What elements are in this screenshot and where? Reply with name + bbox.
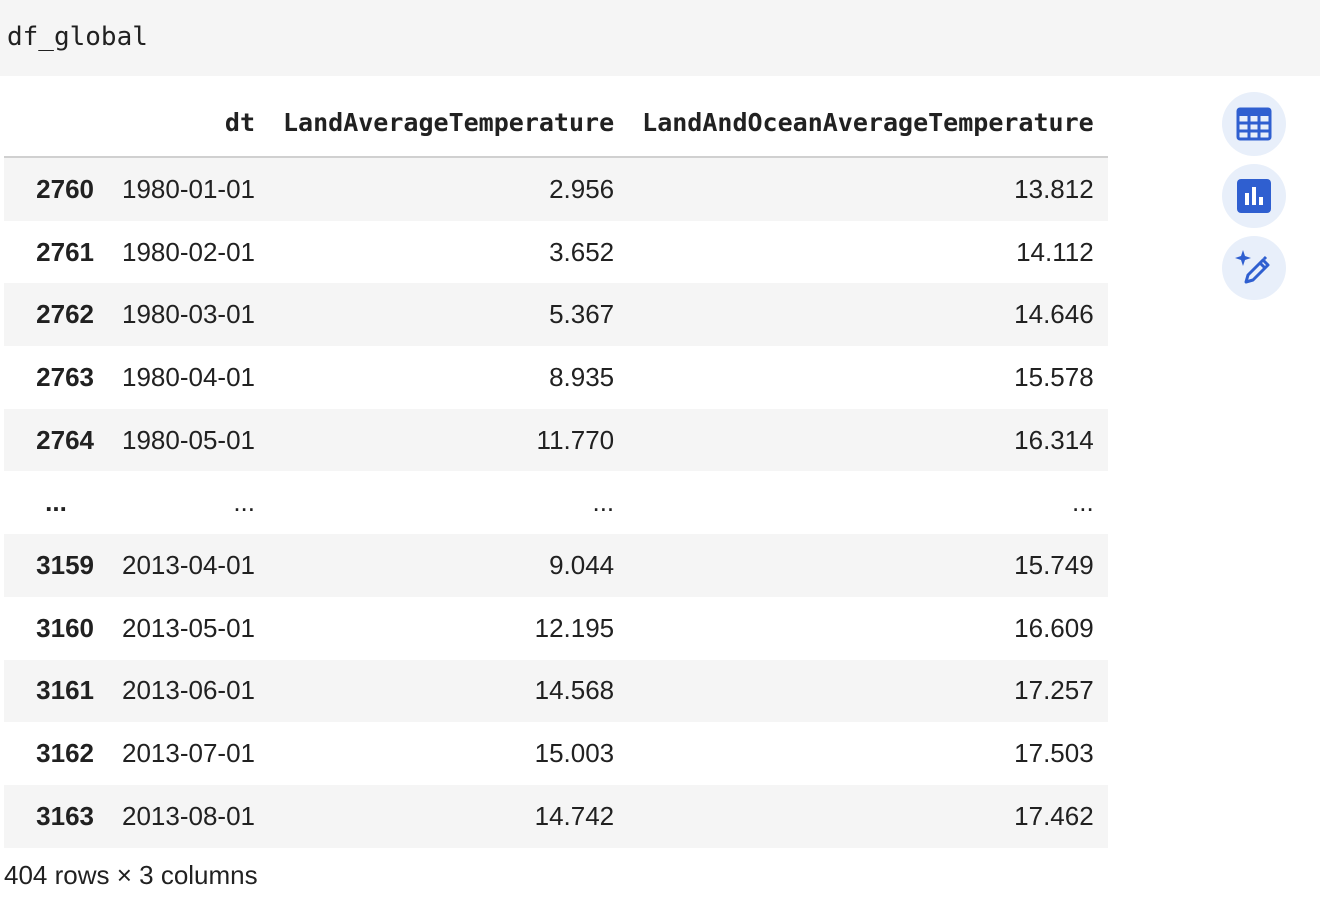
generate-code-button[interactable]: [1222, 236, 1286, 300]
cell-dt: 1980-02-01: [122, 236, 255, 267]
bar-chart-icon: [1237, 179, 1271, 213]
table-icon: [1236, 107, 1272, 141]
cell-land-and-ocean-average-temperature: 17.503: [1014, 738, 1094, 769]
table-row: 2761 1980-02-01 3.652 14.112: [4, 221, 1108, 284]
cell-land-and-ocean-average-temperature: ...: [1072, 487, 1094, 518]
cell-dt: 2013-07-01: [122, 738, 255, 769]
row-index: 3162: [36, 738, 94, 769]
cell-dt: 2013-08-01: [122, 800, 255, 831]
cell-land-average-temperature: ...: [592, 487, 615, 518]
dataframe-output: dt LandAverageTemperature LandAndOceanAv…: [4, 88, 1108, 848]
table-row: 3159 2013-04-01 9.044 15.749: [4, 534, 1108, 597]
row-index: 2763: [36, 361, 94, 392]
cell-land-average-temperature: 8.935: [549, 361, 615, 392]
row-index: 3160: [36, 612, 94, 643]
cell-dt: 1980-03-01: [122, 299, 255, 330]
row-index: 3161: [36, 675, 94, 706]
cell-land-average-temperature: 15.003: [534, 738, 615, 769]
table-row: 3162 2013-07-01 15.003 17.503: [4, 722, 1108, 785]
index-header: [4, 88, 108, 158]
cell-land-average-temperature: 12.195: [534, 612, 615, 643]
cell-land-and-ocean-average-temperature: 16.314: [1014, 424, 1094, 455]
table-row: 2760 1980-01-01 2.956 13.812: [4, 157, 1108, 221]
row-index: 3159: [36, 549, 94, 580]
table-row: 2764 1980-05-01 11.770 16.314: [4, 408, 1108, 472]
cell-dt: 1980-04-01: [122, 361, 255, 392]
cell-land-average-temperature: 9.044: [549, 549, 615, 580]
cell-land-and-ocean-average-temperature: 16.609: [1014, 612, 1094, 643]
cell-dt: 2013-05-01: [122, 612, 255, 643]
cell-dt: 1980-05-01: [122, 424, 255, 455]
cell-dt: ...: [233, 487, 255, 518]
table-row: 3160 2013-05-01 12.195 16.609: [4, 597, 1108, 660]
cell-dt: 2013-04-01: [122, 549, 255, 580]
code-text: df_global: [7, 22, 148, 52]
table-row: 3161 2013-06-01 14.568 17.257: [4, 659, 1108, 723]
column-header-dt: dt: [108, 88, 269, 158]
row-index: 2760: [36, 173, 94, 204]
table-header: dt LandAverageTemperature LandAndOceanAv…: [4, 88, 1108, 158]
row-index: 2761: [36, 236, 94, 267]
cell-land-average-temperature: 11.770: [536, 424, 615, 455]
table-row: 2762 1980-03-01 5.367 14.646: [4, 283, 1108, 347]
table-row: 3163 2013-08-01 14.742 17.462: [4, 784, 1108, 848]
cell-land-and-ocean-average-temperature: 14.112: [1016, 236, 1094, 267]
row-index: 3163: [36, 800, 94, 831]
cell-land-average-temperature: 14.568: [534, 675, 615, 706]
dataframe-shape: 404 rows × 3 columns: [4, 860, 258, 890]
cell-land-and-ocean-average-temperature: 13.812: [1014, 173, 1094, 204]
cell-land-and-ocean-average-temperature: 15.578: [1014, 361, 1094, 392]
row-index: 2764: [36, 424, 94, 455]
suggest-charts-button[interactable]: [1222, 164, 1286, 228]
row-index: ...: [45, 487, 67, 518]
table-row-ellipsis: ... ... ... ...: [4, 471, 1108, 534]
cell-land-and-ocean-average-temperature: 17.462: [1014, 800, 1094, 831]
cell-land-and-ocean-average-temperature: 15.749: [1014, 549, 1094, 580]
table-row: 2763 1980-04-01 8.935 15.578: [4, 346, 1108, 409]
cell-land-and-ocean-average-temperature: 14.646: [1014, 299, 1094, 330]
cell-land-average-temperature: 5.367: [549, 299, 615, 330]
magic-pen-icon: [1235, 250, 1270, 284]
cell-land-and-ocean-average-temperature: 17.257: [1014, 675, 1094, 706]
dataframe-table: dt LandAverageTemperature LandAndOceanAv…: [4, 88, 1108, 848]
output-actions: [1222, 92, 1286, 308]
cell-land-average-temperature: 3.652: [549, 236, 615, 267]
code-cell[interactable]: df_global: [0, 0, 1320, 76]
column-header-land-average-temperature: LandAverageTemperature: [269, 88, 629, 158]
cell-land-average-temperature: 14.742: [534, 800, 615, 831]
cell-dt: 2013-06-01: [122, 675, 255, 706]
column-header-land-and-ocean-average-temperature: LandAndOceanAverageTemperature: [628, 88, 1108, 158]
convert-to-interactive-table-button[interactable]: [1222, 92, 1286, 156]
cell-land-average-temperature: 2.956: [549, 173, 615, 204]
cell-dt: 1980-01-01: [122, 173, 255, 204]
row-index: 2762: [36, 299, 94, 330]
